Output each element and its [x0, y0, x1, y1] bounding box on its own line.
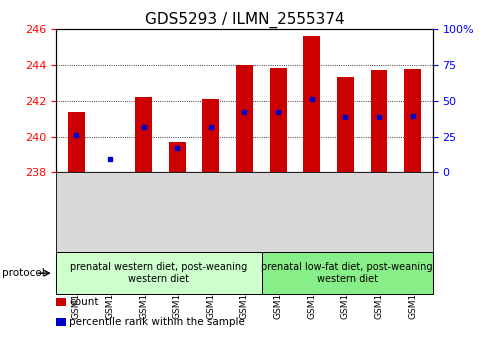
Bar — [336, 77, 353, 172]
Bar — [168, 142, 185, 172]
Bar — [56, 298, 65, 306]
Bar — [135, 97, 152, 172]
Text: prenatal western diet, post-weaning
western diet: prenatal western diet, post-weaning west… — [70, 262, 247, 284]
Bar — [261, 252, 432, 294]
Bar — [202, 99, 219, 172]
Bar — [68, 113, 84, 172]
Text: count: count — [69, 297, 99, 307]
Bar — [56, 318, 65, 326]
Bar — [56, 252, 261, 294]
Title: GDS5293 / ILMN_2555374: GDS5293 / ILMN_2555374 — [144, 12, 344, 28]
Text: prenatal low-fat diet, post-weaning
western diet: prenatal low-fat diet, post-weaning west… — [261, 262, 432, 284]
Text: percentile rank within the sample: percentile rank within the sample — [69, 317, 245, 327]
Text: protocol: protocol — [2, 268, 45, 278]
Bar — [370, 70, 386, 172]
Bar — [404, 69, 420, 172]
Bar — [303, 36, 320, 172]
Bar — [236, 65, 252, 172]
Bar — [269, 68, 286, 172]
